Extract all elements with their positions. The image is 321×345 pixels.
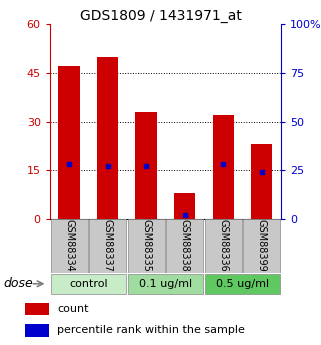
Text: 0.5 ug/ml: 0.5 ug/ml — [216, 279, 269, 289]
Bar — [127, 274, 203, 294]
Text: GSM88337: GSM88337 — [102, 219, 113, 272]
Text: percentile rank within the sample: percentile rank within the sample — [57, 325, 245, 335]
Bar — [89, 219, 126, 273]
Bar — [50, 274, 126, 294]
Bar — [174, 193, 195, 219]
Text: GSM88336: GSM88336 — [218, 219, 228, 272]
Bar — [25, 303, 48, 315]
Text: GSM88334: GSM88334 — [64, 219, 74, 272]
Text: count: count — [57, 304, 89, 314]
Text: 0.1 ug/ml: 0.1 ug/ml — [139, 279, 192, 289]
Bar — [204, 219, 242, 273]
Bar — [243, 219, 280, 273]
Bar — [166, 219, 203, 273]
Bar — [97, 57, 118, 219]
Bar — [204, 274, 280, 294]
Text: GDS1809 / 1431971_at: GDS1809 / 1431971_at — [80, 9, 241, 23]
Bar — [25, 324, 48, 337]
Text: control: control — [69, 279, 108, 289]
Bar — [58, 66, 80, 219]
Bar — [213, 115, 234, 219]
Text: GSM88335: GSM88335 — [141, 219, 151, 272]
Text: dose: dose — [3, 277, 33, 290]
Bar — [251, 144, 272, 219]
Text: GSM88399: GSM88399 — [256, 219, 267, 272]
Bar — [127, 219, 165, 273]
Text: GSM88338: GSM88338 — [179, 219, 190, 272]
Bar — [50, 219, 88, 273]
Bar — [135, 112, 157, 219]
